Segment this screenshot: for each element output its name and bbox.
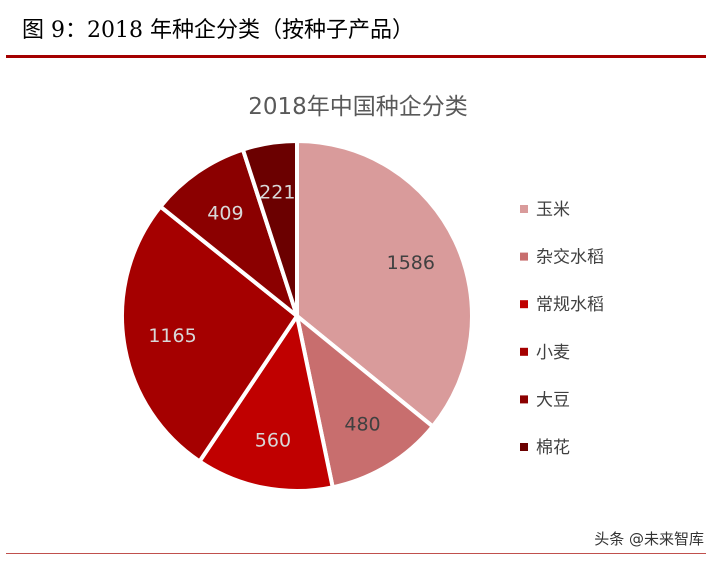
title-rule xyxy=(6,55,706,58)
legend-swatch-3 xyxy=(520,347,528,356)
legend-label-0: 玉米 xyxy=(536,200,570,220)
data-label-1: 480 xyxy=(344,414,380,436)
figure-title: 图 9：2018 年种企分类（按种子产品） xyxy=(22,18,414,43)
data-label-3: 1165 xyxy=(148,325,196,347)
pie-slices xyxy=(119,139,474,493)
legend-swatch-4 xyxy=(520,395,528,404)
pie-slice-0 xyxy=(295,139,474,429)
pie-slice-3 xyxy=(119,204,299,464)
legend-swatch-2 xyxy=(520,300,528,309)
legend-label-2: 常规水稻 xyxy=(536,295,604,315)
pie-slice-4 xyxy=(158,147,299,318)
chart-title: 2018年中国种企分类 xyxy=(248,94,468,120)
pie-slice-5 xyxy=(240,139,299,318)
data-label-0: 1586 xyxy=(387,252,435,274)
watermark: 头条 @未来智库 xyxy=(594,530,704,548)
legend-label-4: 大豆 xyxy=(536,390,570,410)
legend-label-3: 小麦 xyxy=(536,343,570,363)
data-label-4: 409 xyxy=(207,202,243,224)
legend-label-1: 杂交水稻 xyxy=(536,248,604,268)
legend-label-5: 棉花 xyxy=(536,438,570,458)
footer-rule xyxy=(6,553,706,554)
legend-swatch-5 xyxy=(520,443,528,451)
pie-slice-2 xyxy=(197,314,335,493)
legend-swatch-1 xyxy=(520,252,528,261)
pie-data-labels: 1586 480 560 1165 409 221 xyxy=(148,182,435,452)
data-label-2: 560 xyxy=(255,430,291,452)
pie-slice-1 xyxy=(295,314,435,490)
legend-swatch-0 xyxy=(520,205,528,213)
data-label-5: 221 xyxy=(259,182,295,204)
